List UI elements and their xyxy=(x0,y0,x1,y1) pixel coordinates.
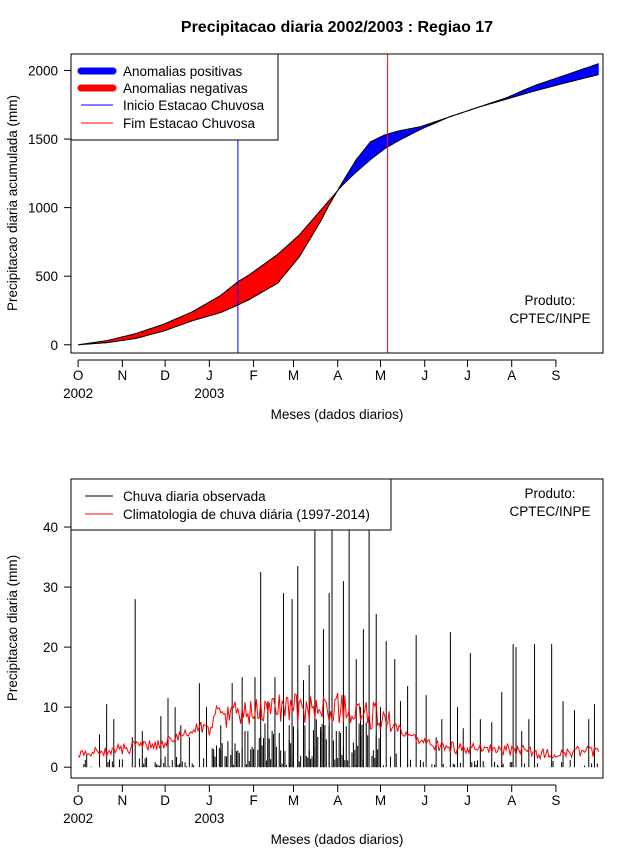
x-tick-label: D xyxy=(160,368,170,383)
legend-label-start: Inicio Estacao Chuvosa xyxy=(123,98,265,113)
legend-label-positive: Anomalias positivas xyxy=(123,64,243,79)
x-tick-label: J xyxy=(206,368,213,383)
x-axis: O N D J F M A M J J A S 2002 2003 xyxy=(63,359,560,401)
x-tick-label: D xyxy=(160,793,170,808)
observed-cumulative-line xyxy=(78,63,599,346)
legend: Chuva diaria observada Climatologia de c… xyxy=(70,478,392,531)
y-axis: 0 500 1000 1500 2000 xyxy=(28,63,72,353)
y-axis-label: Precipitacao diaria acumulada (mm) xyxy=(5,95,20,311)
x-tick-label: F xyxy=(249,793,257,808)
y-tick-label: 500 xyxy=(35,269,58,284)
product-label: Produto: xyxy=(524,293,575,308)
legend-label-end: Fim Estacao Chuvosa xyxy=(123,116,256,131)
chart-title: Precipitacao diaria 2002/2003 : Regiao 1… xyxy=(181,19,493,36)
product-label: Produto: xyxy=(524,486,575,501)
year-label: 2003 xyxy=(194,386,224,401)
x-tick-label: O xyxy=(73,793,84,808)
climatology-line-group xyxy=(77,692,600,760)
y-axis: 0 10 20 30 40 xyxy=(43,520,72,775)
positive-anomaly-area xyxy=(336,63,599,193)
positive-anomaly-areas xyxy=(336,63,599,193)
y-tick-label: 0 xyxy=(50,760,58,775)
legend-label-observed: Chuva diaria observada xyxy=(123,489,266,504)
x-tick-label: M xyxy=(375,793,386,808)
x-tick-label: N xyxy=(117,793,127,808)
x-axis-label: Meses (dados diarios) xyxy=(271,407,404,422)
x-tick-label: S xyxy=(551,793,560,808)
climatology-daily-line xyxy=(77,692,600,760)
x-tick-label: A xyxy=(333,368,342,383)
x-tick-label: M xyxy=(375,368,386,383)
legend-label-climatology: Climatologia de chuva diária (1997-2014) xyxy=(123,507,370,522)
year-label: 2002 xyxy=(63,811,93,826)
negative-anomaly-areas xyxy=(78,192,337,345)
x-tick-label: M xyxy=(288,793,299,808)
x-tick-label: J xyxy=(421,368,428,383)
y-tick-label: 40 xyxy=(43,520,58,535)
x-tick-label: A xyxy=(507,368,516,383)
legend: Anomalias positivas Anomalias negativas … xyxy=(70,53,279,141)
x-tick-label: N xyxy=(117,368,127,383)
x-tick-label: F xyxy=(249,368,257,383)
x-tick-label: M xyxy=(288,368,299,383)
x-tick-label: A xyxy=(333,793,342,808)
year-label: 2003 xyxy=(194,811,224,826)
y-tick-label: 1500 xyxy=(28,132,58,147)
product-source: CPTEC/INPE xyxy=(509,504,590,519)
x-tick-label: A xyxy=(507,793,516,808)
x-tick-label: J xyxy=(206,793,213,808)
x-axis: O N D J F M A M J J A S 2002 2003 xyxy=(63,784,560,826)
daily-rain-bars xyxy=(86,497,595,768)
y-tick-label: 10 xyxy=(43,700,58,715)
y-tick-label: 2000 xyxy=(28,63,58,78)
product-source: CPTEC/INPE xyxy=(509,311,590,326)
x-axis-label: Meses (dados diarios) xyxy=(271,832,404,847)
x-tick-label: J xyxy=(464,793,471,808)
y-tick-label: 30 xyxy=(43,580,58,595)
y-tick-label: 20 xyxy=(43,640,58,655)
cumulative-chart: Precipitacao diaria 2002/2003 : Regiao 1… xyxy=(5,19,604,422)
year-label: 2002 xyxy=(63,386,93,401)
daily-chart: 0 10 20 30 40 O N D J F M A M J J A S 2002 2003 Precipita… xyxy=(5,478,604,847)
y-tick-label: 1000 xyxy=(28,201,58,216)
legend-box xyxy=(70,478,392,531)
y-axis-label: Precipitacao diaria (mm) xyxy=(5,555,20,701)
cumulative-series-lines xyxy=(78,63,599,346)
x-tick-label: J xyxy=(464,368,471,383)
x-tick-label: J xyxy=(421,793,428,808)
y-tick-label: 0 xyxy=(50,338,58,353)
legend-label-negative: Anomalias negativas xyxy=(123,81,248,96)
negative-anomaly-area xyxy=(78,192,337,345)
x-tick-label: S xyxy=(551,368,560,383)
x-tick-label: O xyxy=(73,368,84,383)
